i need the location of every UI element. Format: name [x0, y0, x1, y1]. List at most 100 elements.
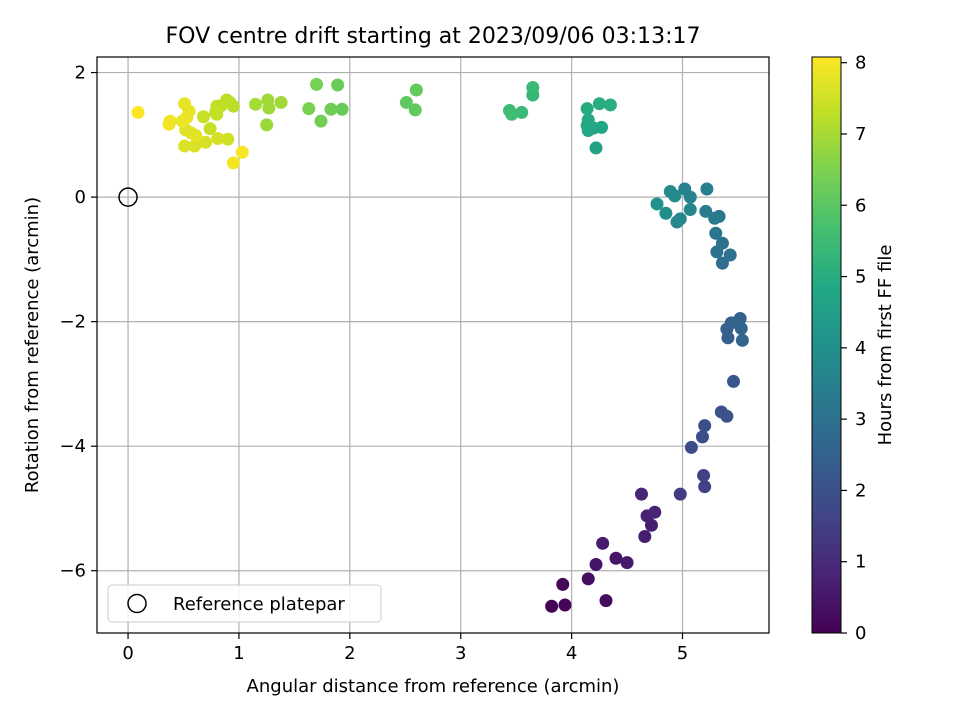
- data-point: [580, 102, 594, 116]
- colorbar-tick-label: 5: [855, 267, 866, 288]
- plot-background: [97, 57, 769, 633]
- colorbar-label: Hours from first FF file: [875, 245, 896, 446]
- data-point: [720, 409, 734, 423]
- data-point: [188, 139, 202, 153]
- y-tick-label: −4: [59, 436, 86, 457]
- data-point: [638, 529, 652, 543]
- data-point: [683, 190, 697, 204]
- x-tick-label: 5: [677, 643, 688, 664]
- data-point: [556, 577, 570, 591]
- data-point: [162, 117, 176, 131]
- data-point: [261, 93, 275, 107]
- legend-marker-icon: [127, 593, 147, 614]
- data-point: [399, 95, 413, 109]
- colorbar-tick-label: 6: [855, 195, 866, 216]
- data-point: [659, 206, 673, 220]
- colorbar-gradient: [811, 56, 842, 634]
- data-point: [302, 102, 316, 116]
- data-point: [189, 128, 203, 142]
- x-tick-label: 0: [122, 643, 133, 664]
- data-point: [698, 419, 712, 433]
- x-tick-label: 4: [566, 643, 577, 664]
- data-point: [595, 120, 609, 134]
- colorbar-tick-label: 4: [855, 338, 866, 359]
- chart-title: FOV centre drift starting at 2023/09/06 …: [166, 24, 701, 49]
- reference-marker: [118, 187, 138, 207]
- data-point: [733, 312, 747, 326]
- data-point: [699, 204, 713, 218]
- legend: Reference platepar: [107, 584, 382, 623]
- data-point: [609, 551, 623, 565]
- x-axis-ticks: 0 1 2 3 4 5: [122, 633, 688, 664]
- grid-lines: [97, 57, 769, 633]
- colorbar: 0 1 2 3 4 5 6 7 8 Hours from first FF file: [811, 53, 896, 644]
- data-point: [670, 215, 684, 229]
- y-tick-label: −2: [59, 312, 86, 333]
- data-point: [634, 487, 648, 501]
- y-tick-label: −6: [59, 561, 86, 582]
- x-tick-label: 2: [344, 643, 355, 664]
- data-point: [260, 118, 274, 132]
- x-tick-label: 3: [455, 643, 466, 664]
- data-point: [314, 114, 328, 128]
- data-point: [735, 333, 749, 347]
- x-tick-label: 1: [233, 643, 244, 664]
- data-point: [249, 97, 263, 111]
- data-point: [581, 572, 595, 586]
- data-point: [211, 132, 225, 146]
- data-point: [221, 132, 235, 146]
- data-point: [331, 78, 345, 92]
- data-point: [545, 599, 559, 613]
- data-point: [723, 248, 737, 262]
- data-point: [715, 236, 729, 250]
- data-point: [599, 594, 613, 608]
- plot-area: 0 1 2 3 4 5 −6 −4 −2 0 2: [59, 56, 770, 664]
- y-tick-label: 0: [75, 187, 86, 208]
- colorbar-tick-label: 2: [855, 480, 866, 501]
- data-point: [210, 107, 224, 121]
- data-point: [734, 321, 748, 335]
- data-point: [408, 103, 422, 117]
- data-point: [409, 83, 423, 97]
- data-point: [324, 102, 338, 116]
- data-point: [668, 189, 682, 203]
- data-point: [199, 135, 213, 149]
- data-point: [712, 209, 726, 223]
- data-point: [727, 374, 741, 388]
- legend-box: [107, 584, 382, 623]
- data-point: [235, 145, 249, 159]
- data-point: [505, 107, 519, 121]
- data-point: [603, 98, 617, 112]
- data-point: [335, 102, 349, 116]
- data-point: [274, 95, 288, 109]
- data-point: [620, 556, 634, 570]
- data-point: [592, 97, 606, 111]
- data-point: [515, 105, 529, 119]
- x-axis-label: Angular distance from reference (arcmin): [247, 676, 620, 697]
- y-axis-label: Rotation from reference (arcmin): [22, 197, 43, 493]
- plot-frame: [96, 56, 770, 634]
- data-point: [698, 480, 712, 494]
- data-point: [175, 114, 189, 128]
- data-point: [526, 81, 540, 95]
- colorbar-ticks: 0 1 2 3 4 5 6 7 8: [841, 53, 866, 644]
- data-point: [695, 430, 709, 444]
- colorbar-tick-label: 1: [855, 552, 866, 573]
- legend-entry: Reference platepar: [173, 594, 345, 615]
- data-point: [650, 197, 664, 211]
- y-tick-label: 2: [75, 63, 86, 84]
- data-point: [581, 113, 595, 127]
- data-point: [203, 122, 217, 136]
- data-point: [697, 468, 711, 482]
- y-axis-ticks: −6 −4 −2 0 2: [59, 63, 97, 582]
- data-point: [684, 440, 698, 454]
- data-point: [715, 256, 729, 270]
- data-point: [558, 598, 572, 612]
- data-point: [673, 487, 687, 501]
- colorbar-tick-label: 0: [855, 623, 866, 644]
- data-point: [596, 536, 610, 550]
- colorbar-tick-label: 8: [855, 53, 866, 74]
- scatter-points: [131, 77, 749, 613]
- data-point: [589, 558, 603, 572]
